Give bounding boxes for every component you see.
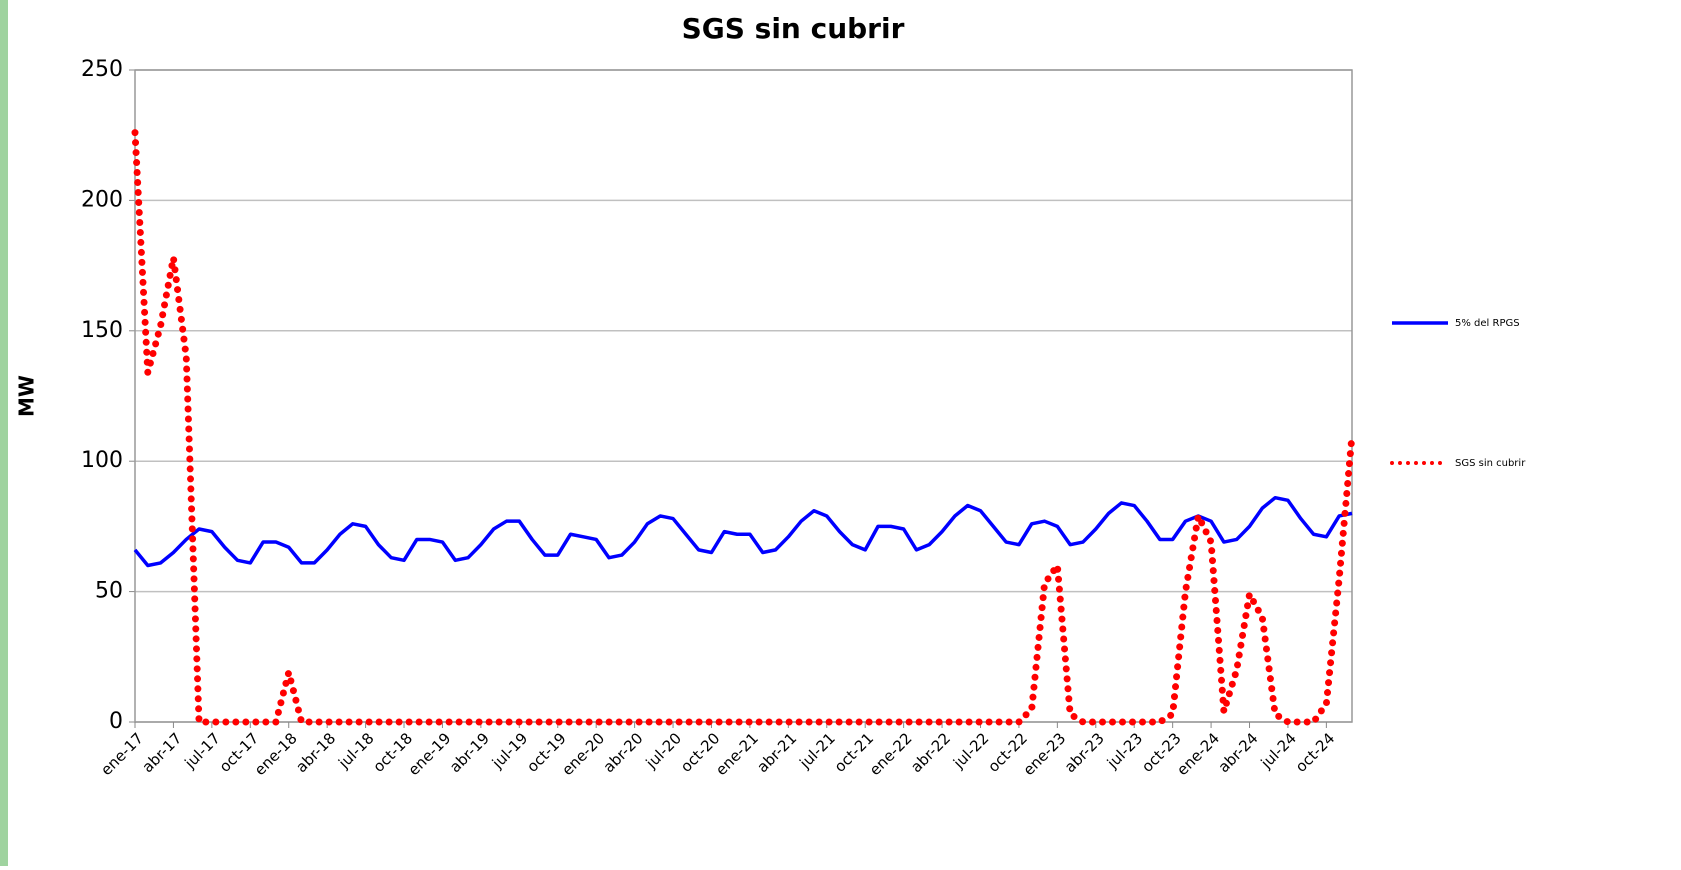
y-tick-label: 100 <box>81 448 123 473</box>
x-tick-label: ene-20 <box>558 729 608 779</box>
chart-title: SGS sin cubrir <box>682 12 905 45</box>
x-tick-label: abr-22 <box>907 729 954 776</box>
x-tick-label: abr-18 <box>292 729 339 776</box>
x-tick-label: jul-22 <box>949 729 992 772</box>
x-tick-label: ene-21 <box>712 729 762 779</box>
x-tick-label: jul-17 <box>180 729 223 772</box>
x-tick-label: jul-18 <box>334 729 377 772</box>
legend-label: SGS sin cubrir <box>1455 458 1526 469</box>
x-tick-label: jul-21 <box>795 729 838 772</box>
x-tick-label: jul-20 <box>642 729 685 772</box>
x-tick-label: ene-22 <box>866 729 916 779</box>
x-tick-label: jul-24 <box>1257 729 1300 772</box>
x-tick-label: ene-18 <box>251 729 301 779</box>
y-axis-label: MW <box>15 375 39 417</box>
x-tick-label: abr-23 <box>1061 729 1108 776</box>
y-tick-label: 200 <box>81 187 123 212</box>
x-tick-label: jul-23 <box>1103 729 1146 772</box>
x-tick-label: abr-19 <box>446 729 493 776</box>
x-tick-label: abr-17 <box>138 729 185 776</box>
x-tick-label: ene-17 <box>97 729 147 779</box>
y-tick-label: 250 <box>81 57 123 82</box>
y-tick-label: 50 <box>95 579 123 604</box>
legend-label: 5% del RPGS <box>1455 318 1520 329</box>
x-tick-label: ene-19 <box>405 729 455 779</box>
plot-frame <box>134 69 1353 723</box>
y-tick-label: 0 <box>109 709 123 734</box>
x-tick-label: oct-24 <box>1292 729 1339 776</box>
x-tick-label: ene-24 <box>1173 729 1223 779</box>
x-tick-label: abr-21 <box>753 729 800 776</box>
left-border <box>0 0 8 866</box>
x-tick-label: abr-24 <box>1215 729 1262 776</box>
x-tick-label: abr-20 <box>600 729 647 776</box>
series-line <box>131 129 1356 726</box>
series-line <box>133 495 1353 568</box>
y-tick-label: 150 <box>81 318 123 343</box>
x-tick-label: jul-19 <box>488 729 531 772</box>
x-tick-label: ene-23 <box>1020 729 1070 779</box>
